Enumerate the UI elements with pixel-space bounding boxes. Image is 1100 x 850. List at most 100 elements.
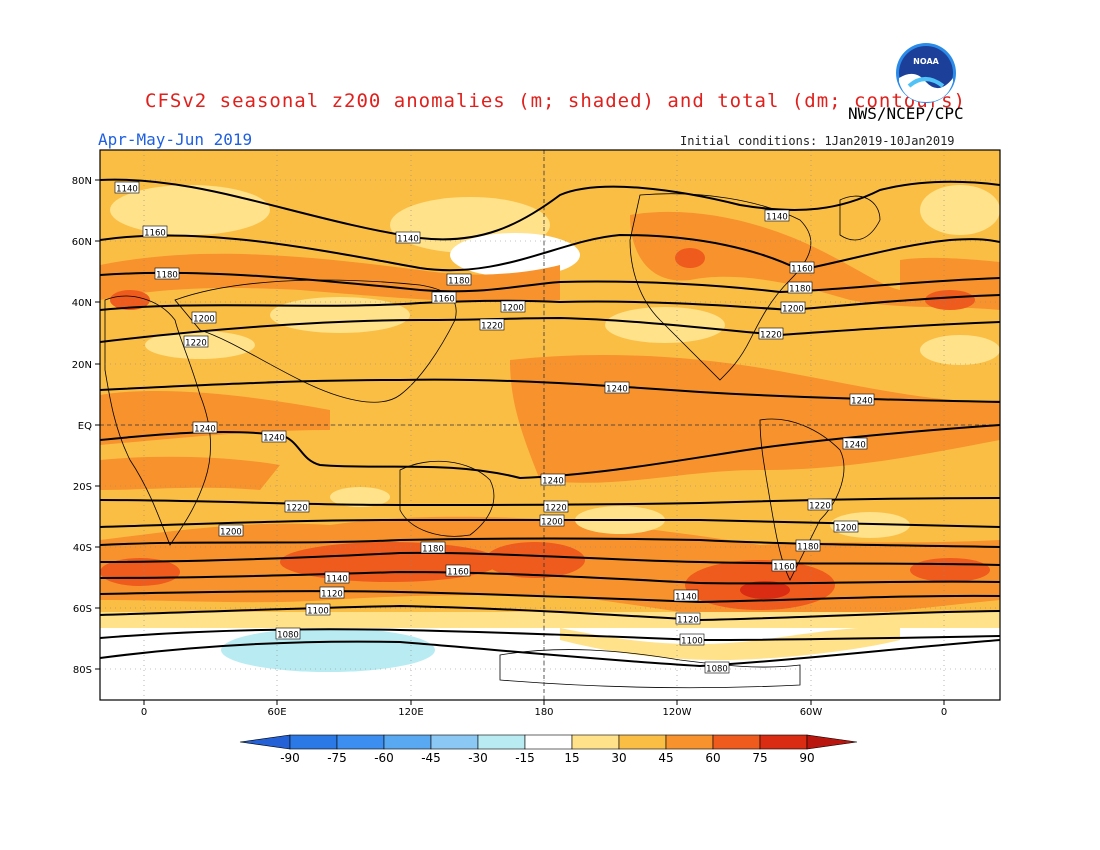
svg-text:1160: 1160 <box>433 295 455 305</box>
noaa-logo-icon: NOAA <box>896 43 956 103</box>
longitude-label: 120W <box>663 707 692 718</box>
colorbar-tick-label: -60 <box>374 751 394 765</box>
svg-text:1180: 1180 <box>448 277 470 287</box>
contour-label: 1240 <box>192 421 218 435</box>
colorbar-segment <box>712 734 761 750</box>
height-contours <box>100 178 1000 668</box>
longitude-label: 60E <box>267 707 286 718</box>
contour-label: 1120 <box>675 612 701 626</box>
contour-label: 1200 <box>218 524 244 538</box>
svg-text:1220: 1220 <box>809 502 831 512</box>
svg-text:1160: 1160 <box>791 265 813 275</box>
contour-label: 1180 <box>154 267 180 281</box>
svg-text:1140: 1140 <box>116 185 138 195</box>
contour-label: 1240 <box>540 473 566 487</box>
svg-text:1140: 1140 <box>675 593 697 603</box>
svg-text:1140: 1140 <box>397 235 419 245</box>
contour-label: 1160 <box>771 559 797 573</box>
longitude-label: 60W <box>800 707 823 718</box>
longitude-label: 0 <box>941 707 947 718</box>
svg-text:1140: 1140 <box>766 213 788 223</box>
svg-text:1180: 1180 <box>156 271 178 281</box>
svg-text:1240: 1240 <box>542 477 564 487</box>
colorbar-segment <box>477 734 526 750</box>
colorbar-segment <box>430 734 479 750</box>
svg-text:1160: 1160 <box>144 229 166 239</box>
svg-text:1240: 1240 <box>844 441 866 451</box>
contour-label: 1140 <box>764 209 790 223</box>
contour-label: 1220 <box>183 335 209 349</box>
colorbar-tick-label: 45 <box>658 751 673 765</box>
latitude-label: 20S <box>73 482 92 493</box>
svg-text:1160: 1160 <box>773 563 795 573</box>
longitude-label: 120E <box>398 707 423 718</box>
colorbar-segment <box>571 734 620 750</box>
colorbar-segment <box>383 734 432 750</box>
contour-label: 1240 <box>842 437 868 451</box>
svg-text:1180: 1180 <box>789 285 811 295</box>
latitude-label: 40S <box>73 543 92 554</box>
svg-text:1100: 1100 <box>307 607 329 617</box>
contour-label: 1220 <box>543 500 569 514</box>
svg-text:1200: 1200 <box>220 528 242 538</box>
contour-label: 1140 <box>395 231 421 245</box>
svg-text:1220: 1220 <box>481 322 503 332</box>
colorbar-tick-label: 60 <box>705 751 720 765</box>
contour-label: 1180 <box>446 273 472 287</box>
latitude-label: 60S <box>73 604 92 615</box>
contour-label: 1140 <box>114 181 140 195</box>
colorbar-segment <box>665 734 714 750</box>
contour-label: 1220 <box>758 327 784 341</box>
svg-text:1180: 1180 <box>422 545 444 555</box>
svg-text:1120: 1120 <box>677 616 699 626</box>
contour-label: 1200 <box>539 514 565 528</box>
longitude-label: 0 <box>141 707 147 718</box>
latitude-label: 20N <box>72 360 92 371</box>
colorbar-tick-label: 90 <box>799 751 814 765</box>
colorbar: -90 -75 -60 -45 -30 -15 15 30 45 60 75 90 <box>239 734 858 765</box>
colorbar-segment <box>289 734 338 750</box>
contour-label: 1100 <box>305 603 331 617</box>
svg-text:1240: 1240 <box>263 434 285 444</box>
contour-label: 1160 <box>789 261 815 275</box>
map-title: CFSv2 seasonal z200 anomalies (m; shaded… <box>145 90 966 112</box>
colorbar-tick-label: 15 <box>564 751 579 765</box>
contour-label: 1200 <box>191 311 217 325</box>
contour-label: 1240 <box>849 393 875 407</box>
svg-text:1220: 1220 <box>185 339 207 349</box>
colorbar-tick-label: -15 <box>515 751 535 765</box>
contour-labels: 1140116011801200122011401180116012001220… <box>114 181 875 675</box>
colorbar-tick-label: -45 <box>421 751 441 765</box>
contour-label: 1220 <box>807 498 833 512</box>
svg-text:1200: 1200 <box>541 518 563 528</box>
contour-label: 1220 <box>479 318 505 332</box>
contour-label: 1240 <box>604 381 630 395</box>
contour-label: 1200 <box>833 520 859 534</box>
svg-text:1200: 1200 <box>835 524 857 534</box>
longitude-axis: 0 60E 120E 180 120W 60W 0 <box>141 700 947 718</box>
contour-label: 1180 <box>787 281 813 295</box>
svg-text:1200: 1200 <box>502 304 524 314</box>
contour-label: 1160 <box>431 291 457 305</box>
colorbar-tick-label: -75 <box>327 751 347 765</box>
svg-text:1160: 1160 <box>447 568 469 578</box>
svg-text:1180: 1180 <box>797 543 819 553</box>
latitude-label: EQ <box>78 421 92 432</box>
svg-text:1200: 1200 <box>782 305 804 315</box>
organization-label: NWS/NCEP/CPC <box>848 104 964 123</box>
colorbar-segment <box>618 734 667 750</box>
longitude-label: 180 <box>534 707 553 718</box>
svg-text:1120: 1120 <box>321 590 343 600</box>
svg-text:1080: 1080 <box>277 631 299 641</box>
contour-label: 1160 <box>142 225 168 239</box>
contour-label: 1140 <box>324 571 350 585</box>
latitude-label: 80N <box>72 176 92 187</box>
colorbar-segment <box>759 734 808 750</box>
svg-text:1240: 1240 <box>851 397 873 407</box>
season-label: Apr-May-Jun 2019 <box>98 130 253 149</box>
colorbar-tick-label: 30 <box>611 751 626 765</box>
colorbar-tick-label: -90 <box>280 751 300 765</box>
svg-text:1220: 1220 <box>286 504 308 514</box>
svg-text:1240: 1240 <box>194 425 216 435</box>
